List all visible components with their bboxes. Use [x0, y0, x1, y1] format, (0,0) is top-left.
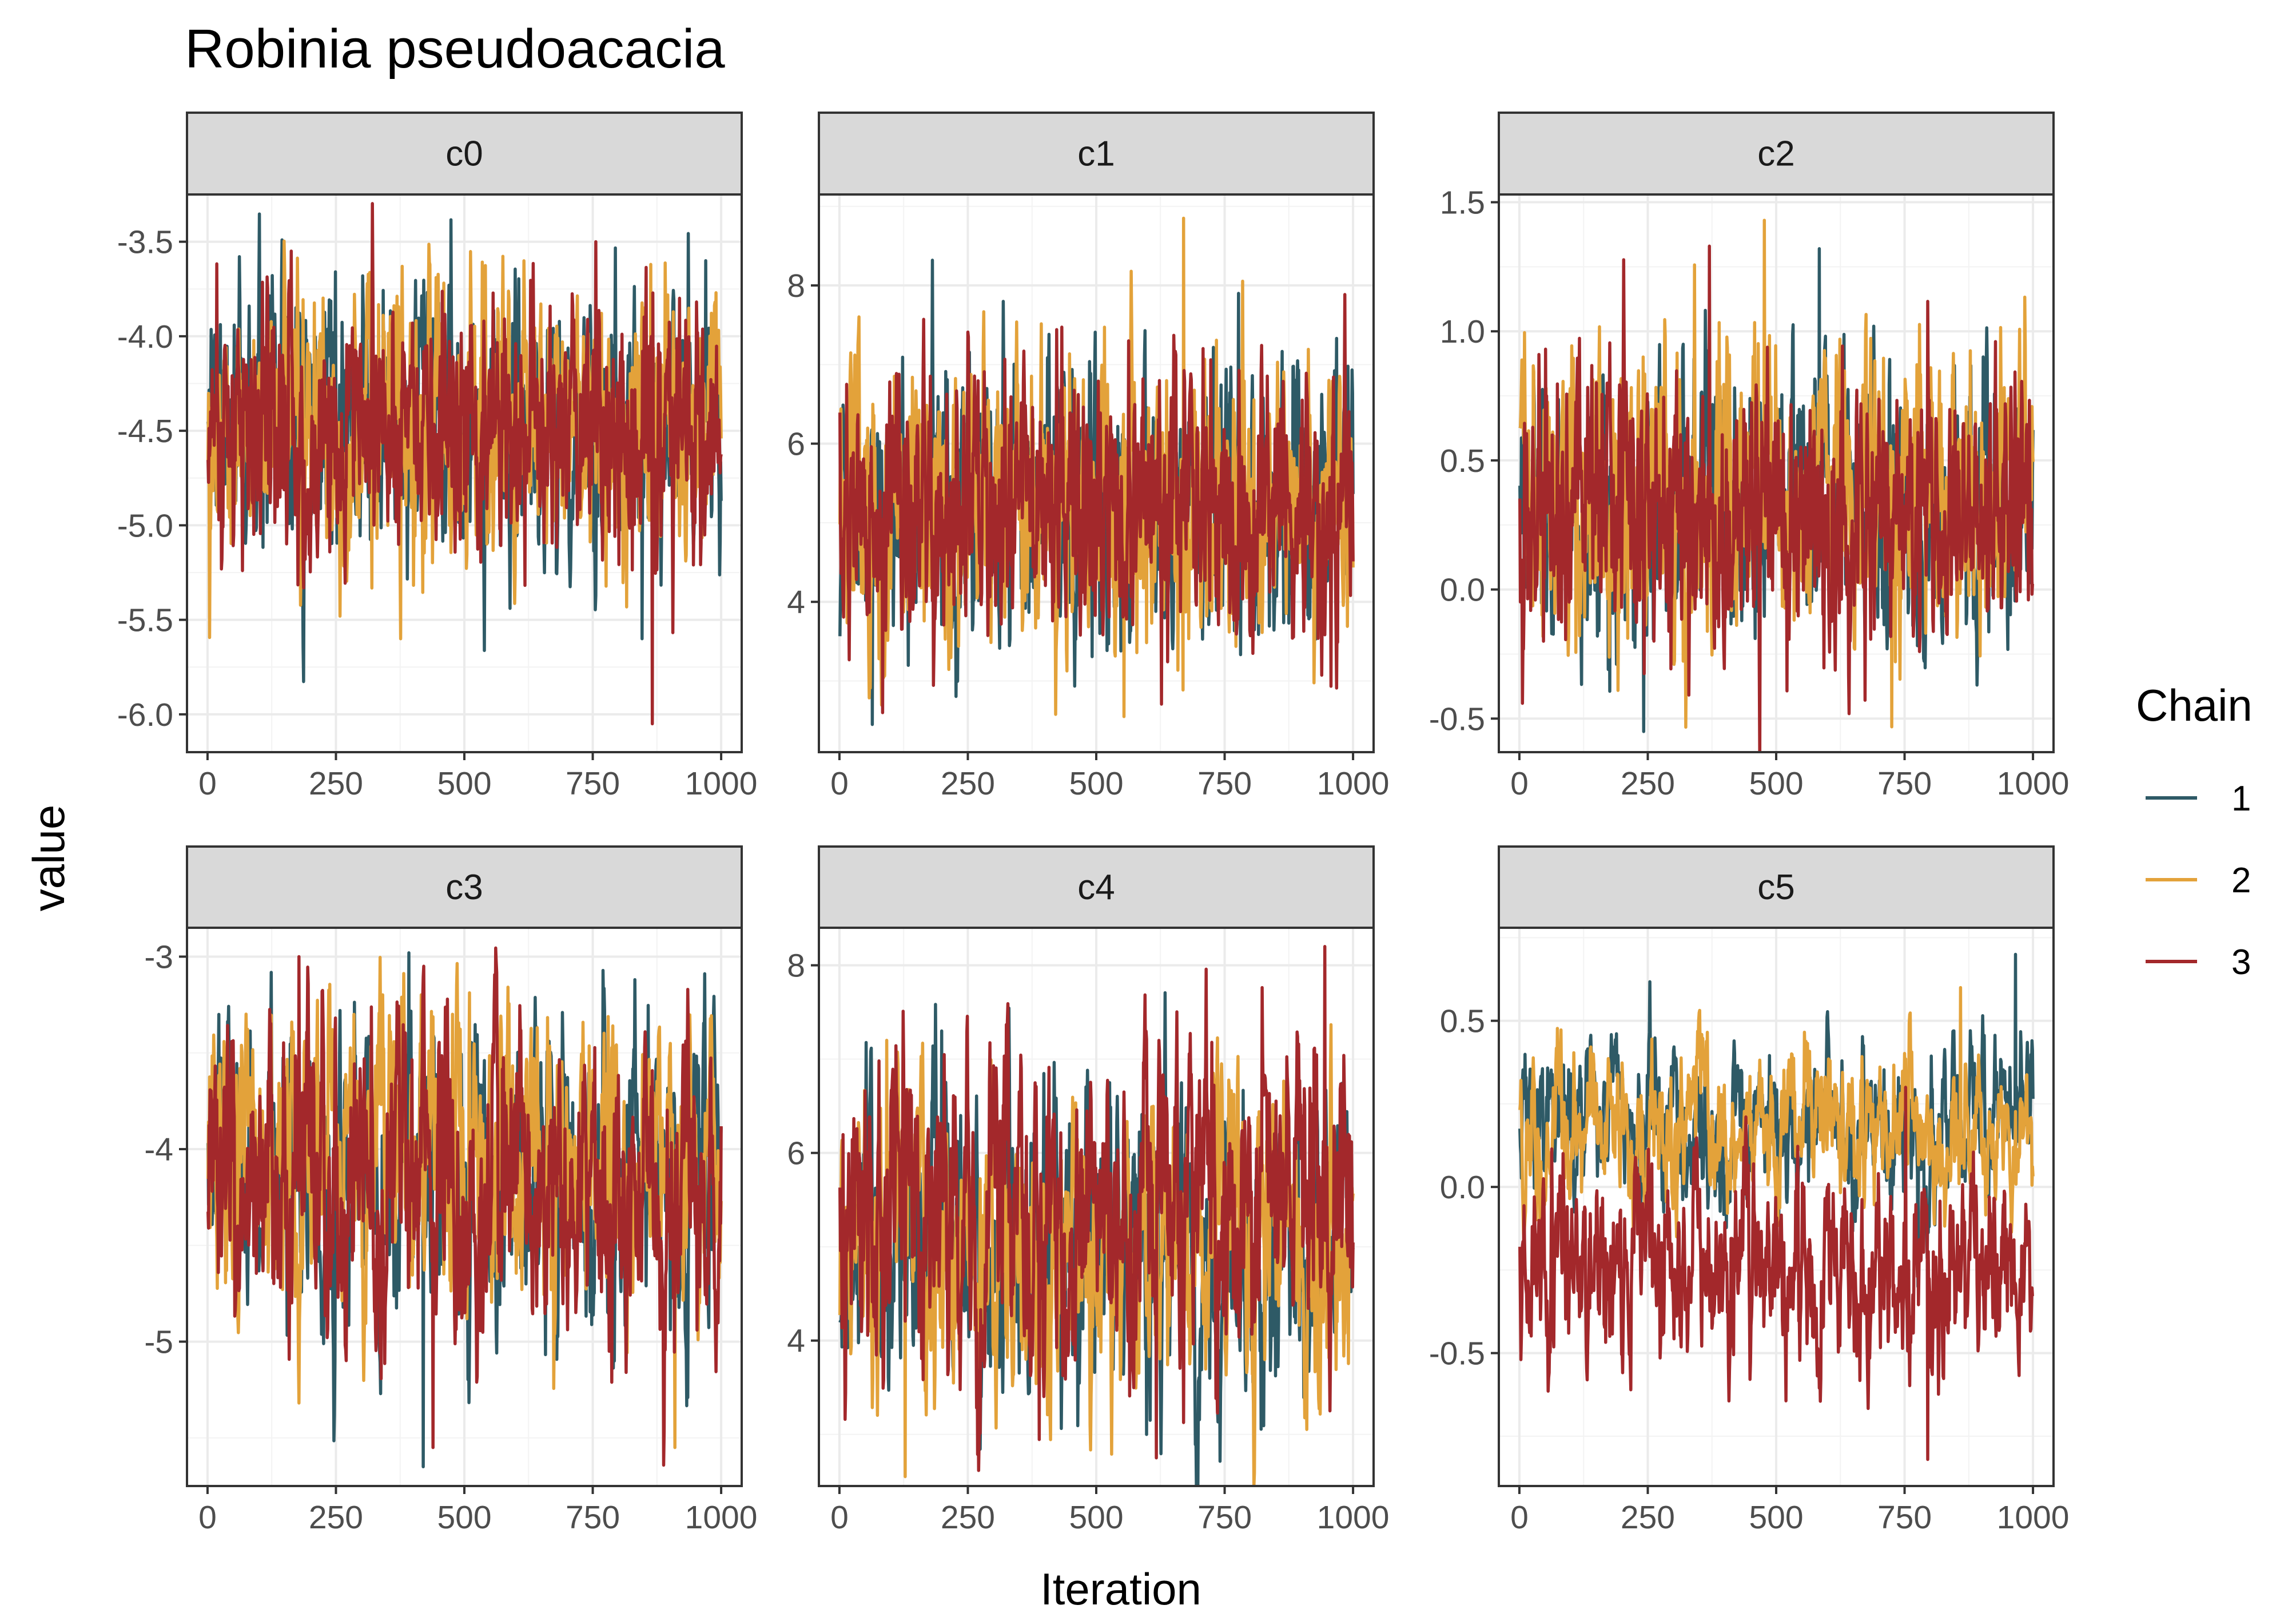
y-tick-label: 0.5: [1440, 1003, 1485, 1040]
facet-c2: c2 0 250 500 750 1000 -0.5 0.0 0.5 1.0 1.5: [1429, 113, 2070, 802]
legend-label-chain-2: 2: [2231, 861, 2251, 900]
y-tick-label: 8: [787, 948, 805, 984]
facet-panels: c0 0 250 500 750 1000 -6.0 -5.5 -5.0 -4.5 -4.0 -3.5…: [117, 113, 2070, 1538]
y-tick-label: 1.0: [1440, 313, 1485, 350]
x-tick-label: 1000: [685, 1499, 758, 1536]
x-tick-label: 250: [309, 765, 363, 802]
x-tick-label: 500: [1069, 765, 1123, 802]
x-tick-label: 0: [198, 765, 217, 802]
legend-label-chain-3: 3: [2231, 943, 2251, 982]
x-tick-label: 250: [1621, 1499, 1675, 1536]
x-tick-label: 750: [566, 1499, 620, 1536]
x-tick-label: 750: [566, 765, 620, 802]
y-tick-label: 4: [787, 1323, 805, 1360]
x-tick-label: 0: [1510, 1499, 1529, 1536]
y-tick-label: 4: [787, 584, 805, 621]
x-tick-label: 500: [1069, 1499, 1123, 1536]
y-tick-label: -3: [144, 939, 173, 975]
y-tick-label: 1.5: [1440, 185, 1485, 221]
y-tick-label: 0.5: [1440, 443, 1485, 479]
y-tick-label: 8: [787, 268, 805, 304]
y-tick-label: -6.0: [117, 697, 173, 733]
x-tick-label: 250: [1621, 765, 1675, 802]
facet-c0: c0 0 250 500 750 1000 -6.0 -5.5 -5.0 -4.5 -4.0 -3.5: [117, 113, 758, 802]
facet-c4: c4 0 250 500 750 1000 4 6 8: [787, 847, 1389, 1538]
y-tick-label: 6: [787, 426, 805, 463]
x-tick-label: 750: [1877, 765, 1932, 802]
x-tick-label: 500: [437, 1499, 491, 1536]
y-tick-label: -0.5: [1429, 701, 1485, 737]
facet-strip-label: c4: [1077, 868, 1115, 907]
facet-strip-label: c1: [1077, 134, 1115, 174]
facet-c1: c1 0 250 500 750 1000 4 6 8: [787, 113, 1389, 802]
facet-strip-label: c0: [445, 134, 483, 174]
x-tick-label: 750: [1877, 1499, 1932, 1536]
x-tick-label: 250: [941, 1499, 995, 1536]
legend-title: Chain: [2136, 680, 2253, 730]
x-tick-label: 0: [1510, 765, 1529, 802]
facet-strip-label: c5: [1757, 868, 1794, 907]
x-tick-label: 1000: [1317, 1499, 1390, 1536]
y-tick-label: -5.0: [117, 507, 173, 544]
y-tick-label: 0.0: [1440, 1169, 1485, 1206]
x-tick-label: 500: [437, 765, 491, 802]
y-tick-label: 0.0: [1440, 572, 1485, 609]
x-tick-label: 0: [830, 765, 849, 802]
y-axis-title: value: [23, 805, 74, 911]
facet-c3: c3 0 250 500 750 1000 -5 -4 -3: [144, 847, 757, 1536]
chart-title: Robinia pseudoacacia: [185, 18, 725, 80]
y-tick-label: -5.5: [117, 602, 173, 639]
facet-strip-label: c2: [1757, 134, 1794, 174]
y-tick-label: -4.5: [117, 413, 173, 450]
x-tick-label: 0: [198, 1499, 217, 1536]
facet-strip-label: c3: [445, 868, 483, 907]
facet-c5: c5 0 250 500 750 1000 -0.5 0.0 0.5: [1429, 847, 2070, 1536]
y-tick-label: -5: [144, 1324, 173, 1361]
x-tick-label: 750: [1197, 765, 1252, 802]
x-tick-label: 250: [941, 765, 995, 802]
x-tick-label: 1000: [1997, 1499, 2070, 1536]
x-tick-label: 1000: [1317, 765, 1390, 802]
legend-label-chain-1: 1: [2231, 779, 2251, 819]
x-tick-label: 1000: [1997, 765, 2070, 802]
y-tick-label: -0.5: [1429, 1336, 1485, 1372]
x-tick-label: 250: [309, 1499, 363, 1536]
y-tick-label: -3.5: [117, 224, 173, 261]
x-tick-label: 1000: [685, 765, 758, 802]
x-tick-label: 500: [1749, 765, 1803, 802]
y-tick-label: 6: [787, 1135, 805, 1172]
x-tick-label: 750: [1197, 1499, 1252, 1536]
legend: Chain 1 2 3: [2136, 680, 2253, 982]
x-tick-label: 0: [830, 1499, 849, 1536]
y-tick-label: -4: [144, 1131, 173, 1168]
x-tick-label: 500: [1749, 1499, 1803, 1536]
x-axis-title: Iteration: [1040, 1564, 1201, 1614]
y-tick-label: -4.0: [117, 319, 173, 355]
